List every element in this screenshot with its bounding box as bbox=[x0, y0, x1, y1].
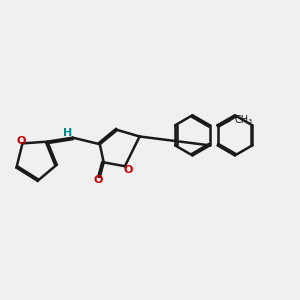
Text: O: O bbox=[123, 165, 133, 175]
Text: O: O bbox=[93, 175, 103, 185]
Text: O: O bbox=[16, 136, 26, 146]
Text: CH₃: CH₃ bbox=[234, 115, 252, 125]
Text: H: H bbox=[63, 128, 72, 137]
